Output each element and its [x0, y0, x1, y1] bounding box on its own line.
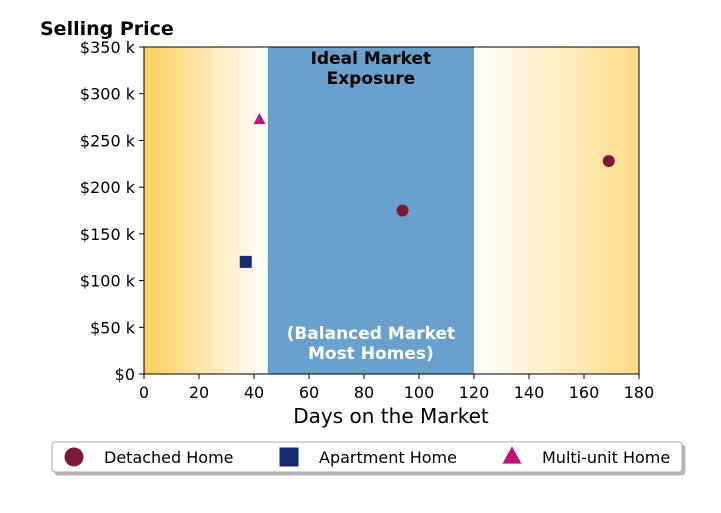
- legend-label: Multi-unit Home: [542, 448, 670, 467]
- legend-box: [51, 441, 683, 473]
- y-tick-label: $200 k: [80, 178, 136, 197]
- legend-label: Detached Home: [104, 448, 234, 467]
- x-tick-label: 40: [244, 383, 264, 402]
- legend: Detached Home Apartment Home Multi-unit Ho…: [51, 441, 683, 473]
- legend-marker: [502, 446, 522, 464]
- x-tick-label: 160: [569, 383, 600, 402]
- data-points: [239, 113, 615, 268]
- y-tick-label: $0: [115, 365, 135, 384]
- x-tick-label: 140: [514, 383, 545, 402]
- band-title-line-2: Exposure: [327, 69, 416, 89]
- x-tick-label: 20: [189, 383, 209, 402]
- y-tick-label: $300 k: [80, 85, 136, 104]
- ideal-market-band: [267, 47, 474, 374]
- data-point: [253, 113, 266, 125]
- band-title-line-1: Ideal Market: [311, 49, 432, 69]
- band-subtitle-line-1: (Balanced Market: [287, 324, 456, 344]
- x-tick-label: 120: [459, 383, 490, 402]
- x-tick-label: 0: [139, 383, 149, 402]
- legend-marker: [64, 447, 84, 467]
- x-axis: 0 20 40 60 80 100 120 140 160 180: [139, 374, 654, 402]
- plot-area: Ideal Market Exposure (Balanced Market M…: [143, 46, 640, 375]
- y-tick-label: $250 k: [80, 131, 136, 150]
- y-tick-label: $50 k: [90, 318, 136, 337]
- data-point: [239, 255, 252, 268]
- chart-title: Selling Price: [40, 18, 174, 40]
- right-gradient-zone: [474, 47, 639, 374]
- x-tick-label: 60: [299, 383, 319, 402]
- legend-label: Apartment Home: [319, 448, 457, 467]
- y-axis: $0 $50 k $100 k $150 k $200 k $250 k $300 k $35…: [80, 38, 144, 384]
- data-point: [602, 154, 615, 167]
- x-tick-label: 180: [624, 383, 655, 402]
- legend-marker: [279, 447, 299, 467]
- x-axis-label: Days on the Market: [293, 404, 489, 428]
- x-tick-label: 80: [354, 383, 374, 402]
- left-gradient-zone: [144, 47, 268, 374]
- y-tick-label: $100 k: [80, 272, 136, 291]
- x-tick-label: 100: [404, 383, 435, 402]
- plot-frame: [143, 46, 640, 375]
- band-subtitle-line-2: Most Homes): [308, 344, 434, 364]
- y-tick-label: $350 k: [80, 38, 136, 57]
- data-point: [396, 204, 409, 217]
- y-tick-label: $150 k: [80, 225, 136, 244]
